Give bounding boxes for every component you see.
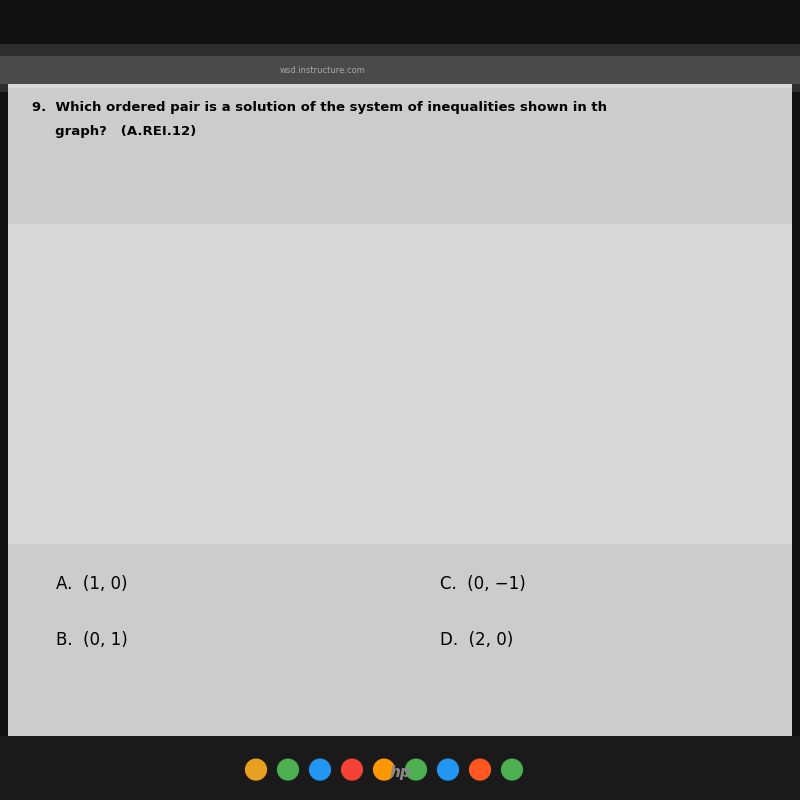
Text: B.  (0, 1): B. (0, 1) [56,631,128,649]
Text: x: x [563,364,570,378]
Text: 4: 4 [386,244,393,254]
Text: -2: -2 [335,402,346,413]
Text: A.  (1, 0): A. (1, 0) [56,575,127,593]
Text: -3: -3 [383,480,393,490]
Text: 4: 4 [540,402,546,413]
Text: -1: -1 [370,402,379,413]
Text: 1: 1 [386,346,393,355]
Text: 3: 3 [386,278,393,288]
Text: 2: 2 [386,311,393,322]
Text: -4: -4 [383,514,393,524]
Text: graph?   (A.REI.12): graph? (A.REI.12) [32,126,196,138]
Text: C.  (0, −1): C. (0, −1) [440,575,526,593]
Text: -2: -2 [383,446,393,457]
Text: wsd.instructure.com: wsd.instructure.com [280,66,366,75]
Text: 1: 1 [438,402,445,413]
Text: D.  (2, 0): D. (2, 0) [440,631,514,649]
Text: -3: -3 [302,402,311,413]
Text: y: y [413,232,421,245]
Text: -1: -1 [383,413,393,422]
Text: 9.  Which ordered pair is a solution of the system of inequalities shown in th: 9. Which ordered pair is a solution of t… [32,102,607,114]
Text: 3: 3 [506,402,512,413]
Text: -4: -4 [268,402,278,413]
Text: 2: 2 [473,402,478,413]
Text: hp: hp [389,765,411,779]
